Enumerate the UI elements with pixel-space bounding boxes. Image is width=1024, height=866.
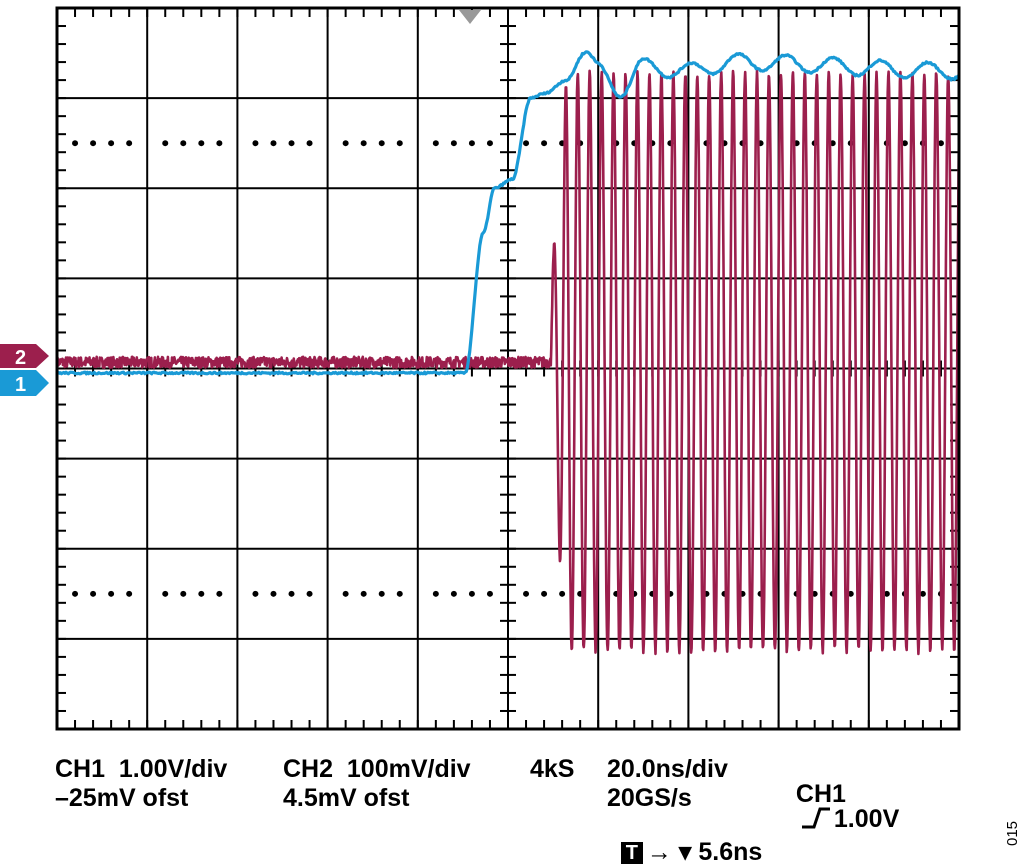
grid-dot: [90, 590, 97, 597]
grid-dot: [450, 590, 457, 597]
grid-dot: [523, 140, 530, 147]
grid-dot: [486, 140, 493, 147]
grid-dot: [342, 140, 349, 147]
trigger-setting-label: CH1 1.00V: [782, 757, 899, 832]
grid-dot: [216, 590, 223, 597]
trigger-box-icon: T: [620, 842, 643, 865]
grid-dot: [306, 590, 313, 597]
grid-dot: [162, 140, 169, 147]
grid-dot: [450, 140, 457, 147]
grid-dot: [198, 590, 205, 597]
ch1-offset-label: –25mV ofst: [55, 784, 189, 812]
grid-dot: [432, 590, 439, 597]
plot-border: [55, 6, 961, 731]
grid-dot: [270, 590, 277, 597]
record-length-label: 4kS: [530, 755, 575, 783]
grid-dot: [306, 140, 313, 147]
ch2-offset-label: 4.5mV ofst: [283, 784, 410, 812]
grid-dot: [342, 590, 349, 597]
grid-dot: [486, 590, 493, 597]
grid-dot: [559, 590, 566, 597]
graticule-dotted-lines: [72, 140, 944, 597]
grid-dot: [162, 590, 169, 597]
grid-dot: [252, 590, 259, 597]
ch2-marker: 2: [0, 344, 49, 369]
grid-dot: [847, 590, 854, 597]
ch1-scale-label: CH1 1.00V/div: [55, 755, 228, 783]
grid-dot: [126, 140, 133, 147]
rising-edge-icon: [801, 807, 830, 829]
ch1-marker-label: 1: [15, 374, 26, 396]
grid-dot: [883, 590, 890, 597]
grid-dot: [468, 140, 475, 147]
grid-dot: [90, 140, 97, 147]
grid-dot: [378, 590, 385, 597]
grid-dot: [72, 590, 79, 597]
trigger-level: 1.00V: [833, 805, 900, 833]
grid-dot: [180, 140, 187, 147]
grid-dot: [396, 590, 403, 597]
grid-dot: [432, 140, 439, 147]
trigger-position-marker: [459, 10, 481, 24]
grid-dot: [72, 140, 79, 147]
grid-dot: [252, 140, 259, 147]
grid-dot: [523, 590, 530, 597]
grid-dot: [108, 590, 115, 597]
ch2-trace: [55, 69, 961, 656]
ch2-marker-label: 2: [15, 347, 26, 369]
grid-dot: [901, 140, 908, 147]
grid-dot: [360, 140, 367, 147]
grid-dot: [360, 590, 367, 597]
trigger-source: CH1: [795, 780, 846, 808]
figure-number: 015: [1004, 820, 1021, 846]
grid-dot: [919, 590, 926, 597]
ch2-scale-label: CH2 100mV/div: [283, 755, 471, 783]
grid-dot: [541, 140, 548, 147]
trigger-delay-value: → ▾ 5.6ns: [646, 838, 763, 866]
ch1-trace: [55, 50, 960, 376]
timebase-label: 20.0ns/div: [607, 755, 728, 783]
grid-dot: [108, 140, 115, 147]
grid-dot: [198, 140, 205, 147]
grid-dot: [378, 140, 385, 147]
grid-dot: [288, 140, 295, 147]
grid-dot: [216, 140, 223, 147]
grid-dot: [396, 140, 403, 147]
sample-rate-label: 20GS/s: [607, 784, 692, 812]
grid-dot: [288, 590, 295, 597]
ch1-marker: 1: [0, 370, 49, 396]
grid-dot: [180, 590, 187, 597]
trigger-delay-label: T → ▾ 5.6ns: [607, 815, 762, 865]
grid-dot: [541, 590, 548, 597]
grid-dot: [468, 590, 475, 597]
grid-dot: [126, 590, 133, 597]
grid-dot: [270, 140, 277, 147]
grid-dot: [937, 140, 944, 147]
